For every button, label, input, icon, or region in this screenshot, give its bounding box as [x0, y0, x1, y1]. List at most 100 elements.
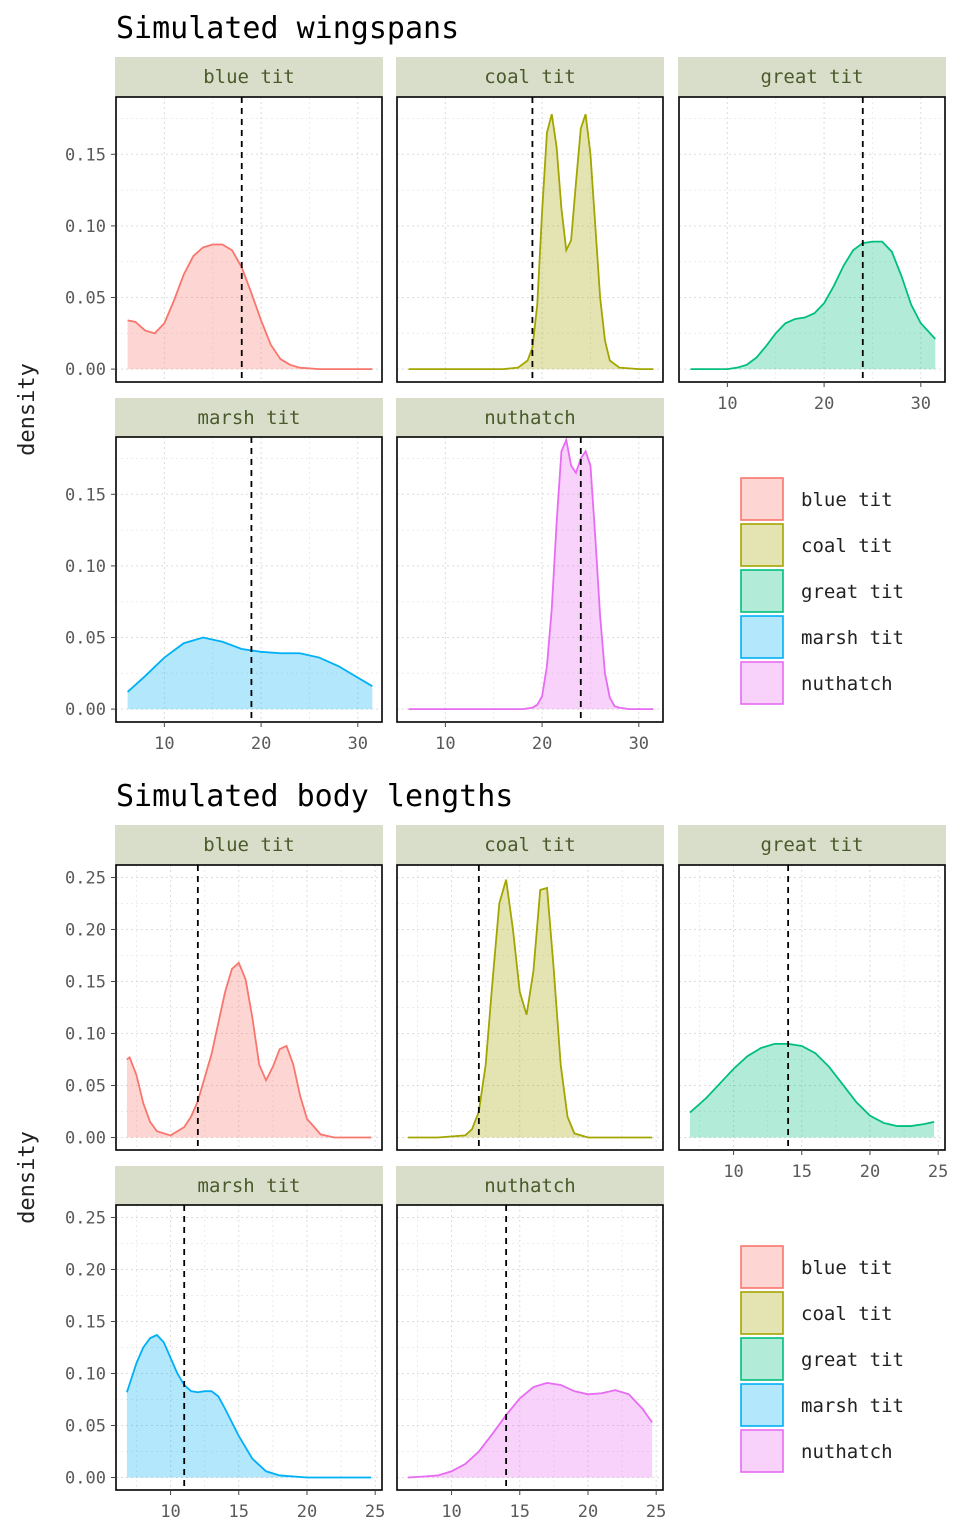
density-area-marsh-tit: [126, 1335, 372, 1478]
panel-border: [396, 1204, 664, 1491]
facet-label: marsh tit: [198, 1175, 301, 1197]
y-tick-label: 0.15: [65, 972, 106, 992]
facet-strip: [115, 57, 383, 97]
panel-border: [115, 1204, 383, 1491]
x-tick-label: 20: [251, 734, 271, 754]
y-tick-label: 0.20: [65, 1260, 106, 1280]
legend-label: blue tit: [801, 489, 893, 511]
facet-strip: [115, 398, 383, 437]
density-line-marsh-tit: [126, 1333, 372, 1479]
y-tick-label: 0.25: [65, 1208, 106, 1228]
legend-label: coal tit: [801, 535, 893, 557]
panel-coal-tit: coal tit: [396, 825, 664, 1151]
density-line-nuthatch: [407, 1381, 653, 1479]
x-tick-label: 10: [154, 734, 174, 754]
panel-nuthatch: nuthatch 10 15 20 25: [396, 1166, 666, 1522]
legend-item-great-tit: great tit: [740, 1337, 904, 1381]
y-tick-label: 0.15: [65, 145, 106, 165]
legend-label: blue tit: [801, 1257, 893, 1279]
density-line-coal-tit: [407, 879, 653, 1139]
x-tick-label: 20: [860, 1162, 880, 1182]
legend-item-marsh-tit: marsh tit: [740, 1383, 904, 1427]
density-area-blue-tit: [127, 244, 373, 370]
panel-border: [678, 96, 946, 383]
panel-marsh-tit: marsh tit 0.00 0.05 0.10 0.15 10 20 30: [65, 398, 383, 754]
x-tick-label: 25: [646, 1502, 666, 1522]
facet-strip: [396, 398, 664, 437]
density-line-great-tit: [690, 240, 936, 371]
panel-border: [115, 96, 383, 383]
y-tick-label: 0.05: [65, 289, 106, 309]
x-tick-label: 30: [911, 394, 931, 414]
legend-label: nuthatch: [801, 673, 893, 695]
facet-strip: [396, 57, 664, 97]
legend-label: marsh tit: [801, 627, 904, 649]
x-tick-label: 20: [578, 1502, 598, 1522]
legend: blue tit coal tit great tit marsh tit nuthat…: [740, 477, 904, 705]
chart-simulated-body-lengths: Simulated body lengths blue tit 0.00 0.05 0.…: [15, 779, 948, 1522]
facet-strip: [115, 825, 383, 865]
legend-key: [740, 477, 784, 521]
y-tick-label: 0.10: [65, 557, 106, 577]
x-tick-label: 10: [717, 394, 737, 414]
panel-great-tit: great tit 10 15 20 25: [678, 825, 948, 1182]
facet-label: blue tit: [203, 834, 295, 856]
legend-key: [740, 1337, 784, 1381]
x-tick-label: 20: [297, 1502, 317, 1522]
legend-item-blue-tit: blue tit: [740, 1245, 893, 1289]
density-area-nuthatch: [408, 439, 654, 710]
legend-key: [740, 615, 784, 659]
panel-border: [396, 436, 664, 723]
y-axis-title: density: [15, 363, 40, 456]
facet-label: coal tit: [484, 66, 576, 88]
y-axis-title: density: [15, 1131, 40, 1224]
density-area-nuthatch: [407, 1382, 653, 1478]
x-tick-label: 15: [510, 1502, 530, 1522]
y-tick-label: 0.10: [65, 1025, 106, 1045]
density-area-coal-tit: [407, 879, 653, 1138]
density-line-great-tit: [689, 1043, 935, 1127]
panel-nuthatch: nuthatch 10 20 30: [396, 398, 664, 754]
x-tick-label: 10: [435, 734, 455, 754]
density-line-blue-tit: [127, 243, 373, 371]
legend-key: [740, 1383, 784, 1427]
panel-blue-tit: blue tit 0.00 0.05 0.10 0.15: [65, 57, 383, 383]
panel-coal-tit: coal tit: [396, 57, 664, 383]
x-tick-label: 30: [629, 734, 649, 754]
legend-label: nuthatch: [801, 1441, 893, 1463]
legend-label: great tit: [801, 581, 904, 603]
panel-great-tit: great tit 10 20 30: [678, 57, 946, 414]
x-tick-label: 30: [348, 734, 368, 754]
y-tick-label: 0.05: [65, 1077, 106, 1097]
facet-strip: [396, 1166, 664, 1205]
x-tick-label: 10: [723, 1162, 743, 1182]
y-tick-label: 0.10: [65, 217, 106, 237]
legend-key: [740, 523, 784, 567]
facet-label: nuthatch: [484, 407, 576, 429]
y-tick-label: 0.05: [65, 629, 106, 649]
y-tick-label: 0.20: [65, 920, 106, 940]
y-tick-label: 0.00: [65, 360, 106, 380]
legend-key: [740, 569, 784, 613]
density-area-marsh-tit: [127, 637, 373, 710]
legend-key: [740, 1291, 784, 1335]
legend-item-marsh-tit: marsh tit: [740, 615, 904, 659]
legend-item-coal-tit: coal tit: [740, 523, 893, 567]
chart-title: Simulated wingspans: [116, 11, 459, 46]
chart-simulated-wingspans: Simulated wingspans blue tit 0.00 0.05 0.10 0…: [15, 11, 946, 754]
density-area-great-tit: [689, 1043, 935, 1138]
x-tick-label: 15: [229, 1502, 249, 1522]
legend-label: coal tit: [801, 1303, 893, 1325]
panel-blue-tit: blue tit 0.00 0.05 0.10 0.15 0.20 0.25: [65, 825, 383, 1151]
density-area-blue-tit: [126, 962, 372, 1138]
density-line-blue-tit: [126, 961, 372, 1139]
panel-border: [396, 96, 664, 383]
y-tick-label: 0.15: [65, 1312, 106, 1332]
y-tick-label: 0.00: [65, 700, 106, 720]
density-area-coal-tit: [408, 114, 654, 370]
x-tick-label: 10: [160, 1502, 180, 1522]
x-tick-label: 20: [814, 394, 834, 414]
density-line-coal-tit: [408, 113, 654, 371]
y-tick-label: 0.10: [65, 1365, 106, 1385]
